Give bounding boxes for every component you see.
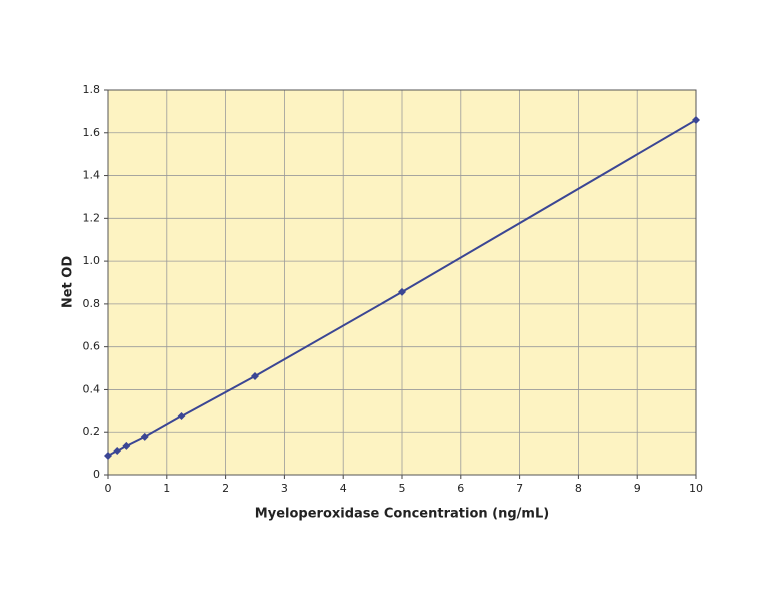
x-tick-label: 9 xyxy=(634,482,641,495)
x-axis-label: Myeloperoxidase Concentration (ng/mL) xyxy=(255,507,549,522)
x-tick-label: 6 xyxy=(457,482,464,495)
data-point xyxy=(140,432,149,441)
y-tick-label: 1.4 xyxy=(83,169,101,182)
data-point xyxy=(692,115,700,124)
x-tick-label: 2 xyxy=(222,482,229,495)
data-point xyxy=(398,287,406,296)
data-point xyxy=(177,411,186,420)
data-point xyxy=(122,441,131,450)
x-tick-label: 8 xyxy=(575,482,582,495)
x-tick-label: 1 xyxy=(163,482,170,495)
y-tick-label: 1.0 xyxy=(83,254,101,267)
x-tick-label: 4 xyxy=(340,482,347,495)
x-tick-label: 7 xyxy=(516,482,523,495)
y-tick-label: 1.2 xyxy=(83,211,101,224)
x-tick-label: 10 xyxy=(689,482,703,495)
y-tick-label: 0.6 xyxy=(83,340,101,353)
y-tick-label: 0.4 xyxy=(83,382,101,395)
y-tick-label: 1.8 xyxy=(83,83,101,96)
x-tick-label: 5 xyxy=(399,482,406,495)
y-tick-label: 0.8 xyxy=(83,297,101,310)
y-tick-label: 0 xyxy=(93,468,100,481)
x-tick-label: 3 xyxy=(281,482,288,495)
y-tick-label: 1.6 xyxy=(83,126,101,139)
data-point xyxy=(104,451,112,460)
data-point xyxy=(251,371,259,380)
y-axis-label: Net OD xyxy=(61,256,76,308)
y-tick-label: 0.2 xyxy=(83,425,101,438)
data-point xyxy=(113,447,122,456)
plot-border xyxy=(107,89,697,476)
x-tick-label: 0 xyxy=(105,482,112,495)
